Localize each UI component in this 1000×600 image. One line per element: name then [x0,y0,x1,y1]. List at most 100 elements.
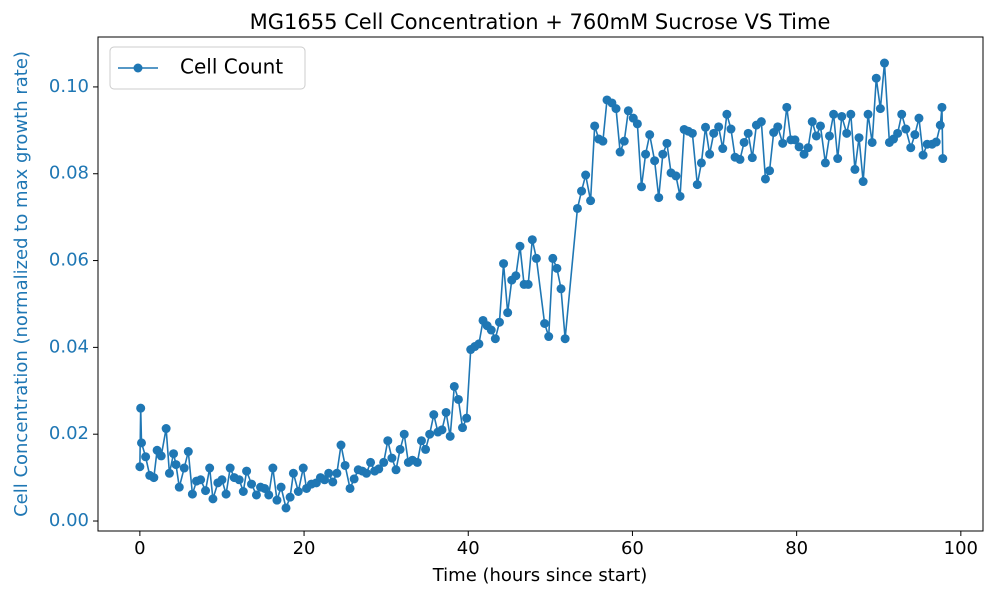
data-point [425,429,435,439]
data-point [918,150,928,160]
data-point [560,334,570,344]
data-point [135,462,145,472]
data-point [671,171,681,181]
data-point [141,452,151,462]
data-point [387,453,397,463]
data-point [842,128,852,138]
data-point [391,465,401,475]
data-point [156,451,166,461]
data-point [527,235,537,245]
data-point [675,191,685,201]
x-axis-label: Time (hours since start) [432,565,648,586]
plot-frame [97,36,984,532]
data-point [815,121,825,131]
data-point [161,424,171,434]
data-point [179,463,189,473]
data-point [931,137,941,147]
data-point [714,122,724,132]
data-point [247,479,257,489]
legend: Cell Count [109,46,306,90]
data-point [196,475,206,485]
data-point [662,138,672,148]
data-point [499,259,509,269]
data-point [379,457,389,467]
y-tick-label: 0.10 [49,76,89,97]
data-point [183,447,193,457]
data-point [281,503,291,513]
data-point [794,142,804,152]
data-point [897,109,907,119]
data-point [366,457,376,467]
data-point [260,483,270,493]
data-point [820,158,830,168]
data-point [696,158,706,168]
data-point [632,119,642,129]
data-point [149,473,159,483]
data-point [421,444,431,454]
data-point [268,463,278,473]
data-point [288,468,298,478]
data-point [174,482,184,492]
data-point [854,133,864,143]
data-point [615,147,625,157]
data-point [867,137,877,147]
data-point [503,308,513,318]
data-point [412,457,422,467]
y-tick-label: 0.04 [49,336,89,357]
data-point [611,104,621,114]
data-point [445,431,455,441]
data-point [336,440,346,450]
data-point [208,494,218,504]
data-point [556,284,566,294]
data-point [687,128,697,138]
data-point [837,111,847,121]
data-point [747,153,757,163]
data-point [893,128,903,138]
data-point [906,143,916,153]
data-point [598,136,608,146]
data-point [636,182,646,192]
data-point [722,109,732,119]
data-point [395,444,405,454]
data-point [807,117,817,127]
data-point [437,425,447,435]
legend-marker [133,63,143,73]
data-point [523,279,533,289]
y-tick-label: 0.06 [49,250,89,271]
data-point [914,113,924,123]
data-point [701,122,711,132]
data-point [937,102,947,112]
data-point [328,477,338,487]
data-point [383,436,393,446]
data-point [739,137,749,147]
data-point [298,463,308,473]
data-point [136,403,146,413]
data-point [935,120,945,130]
data-point [332,468,342,478]
data-point [586,196,596,206]
data-point [829,109,839,119]
data-point [429,410,439,420]
data-point [225,463,235,473]
data-point [790,135,800,145]
data-point [449,381,459,391]
data-point [875,104,885,114]
data-point [548,253,558,263]
legend-box [109,46,306,90]
data-point [765,166,775,176]
data-point [782,102,792,112]
data-point [264,490,274,500]
data-point [850,164,860,174]
x-tick-label: 100 [944,538,978,559]
data-point [863,109,873,119]
data-point [171,460,181,470]
data-point [726,124,736,134]
data-point [641,149,651,159]
data-point [399,429,409,439]
data-point [735,154,745,164]
data-point [540,319,550,329]
data-point [760,174,770,184]
data-point [515,241,525,251]
y-tick-label: 0.08 [49,163,89,184]
data-point [217,475,227,485]
